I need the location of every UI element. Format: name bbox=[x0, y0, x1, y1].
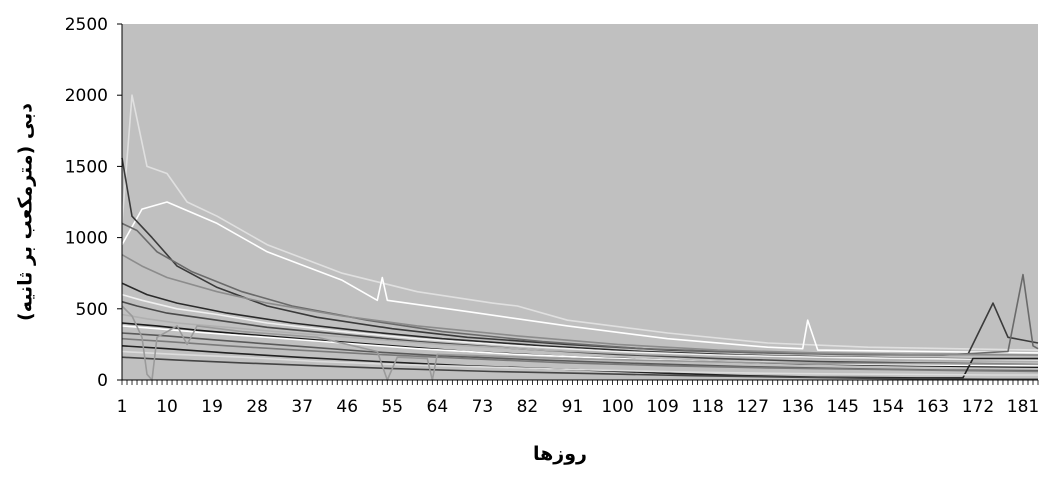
x-tick-label: 91 bbox=[562, 397, 584, 417]
x-axis-title: روزها bbox=[533, 443, 587, 465]
x-tick-label: 10 bbox=[156, 397, 178, 417]
x-tick-label: 118 bbox=[691, 397, 723, 417]
x-tick-label: 37 bbox=[291, 397, 313, 417]
series-line-17 bbox=[121, 305, 1039, 381]
series-line-8 bbox=[121, 300, 1039, 366]
series-line-1 bbox=[121, 94, 1039, 351]
series-line-13 bbox=[121, 337, 1039, 373]
series-line-15 bbox=[121, 350, 1038, 376]
x-tick-label: 127 bbox=[736, 397, 768, 417]
x-tick-label: 82 bbox=[517, 397, 539, 417]
y-tick-label: 0 bbox=[97, 371, 108, 391]
y-tick-label: 1000 bbox=[65, 229, 108, 249]
x-tick-label: 64 bbox=[427, 397, 449, 417]
x-tick-label: 100 bbox=[601, 397, 633, 417]
x-tick-label: 46 bbox=[336, 397, 358, 417]
x-tick-label: 154 bbox=[872, 397, 904, 417]
series-line-16 bbox=[121, 356, 1038, 381]
series-line-7 bbox=[121, 293, 1039, 361]
y-tick-label: 2000 bbox=[65, 86, 108, 106]
x-tick-label: 1 bbox=[117, 397, 128, 417]
x-tick-label: 109 bbox=[646, 397, 678, 417]
y-tick-label: 2500 bbox=[65, 15, 108, 35]
x-tick-label: 55 bbox=[381, 397, 403, 417]
series-line-5 bbox=[121, 254, 1039, 356]
x-tick-label: 73 bbox=[472, 397, 494, 417]
x-tick-label: 163 bbox=[917, 397, 949, 417]
y-tick-label: 500 bbox=[76, 300, 108, 320]
x-tick-label: 172 bbox=[962, 397, 994, 417]
y-tick-label: 1500 bbox=[65, 157, 108, 177]
x-tick-label: 28 bbox=[246, 397, 268, 417]
x-tick-label: 181 bbox=[1007, 397, 1039, 417]
series-layer bbox=[121, 94, 1039, 381]
y-axis-title: دبی (مترمکعب بر ثانیه) bbox=[15, 103, 37, 321]
x-tick-label: 145 bbox=[827, 397, 859, 417]
series-line-4 bbox=[121, 222, 1039, 356]
x-tick-label: 19 bbox=[201, 397, 223, 417]
axis-layer: 0 500 1000 1500 2000 2500 1 10 19 28 37 46 55 64 73 82 9… bbox=[65, 15, 1039, 417]
series-line-2 bbox=[121, 201, 1039, 354]
x-tick-label: 136 bbox=[782, 397, 814, 417]
series-line-9 bbox=[121, 313, 1039, 363]
